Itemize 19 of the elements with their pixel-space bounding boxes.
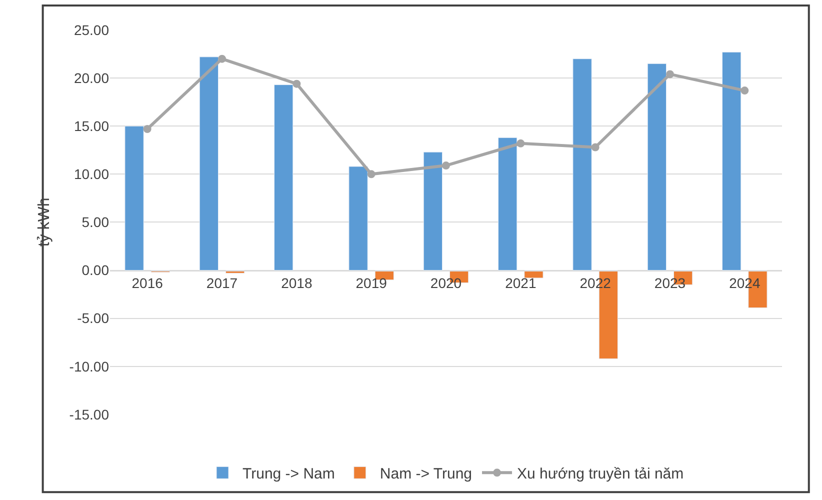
y-tick-label: 25.00	[74, 22, 110, 38]
y-tick-label: 0.00	[82, 262, 110, 278]
legend-label: Nam -> Trung	[380, 466, 472, 482]
x-tick-label: 2023	[654, 275, 686, 292]
legend-label: Trung -> Nam	[242, 466, 335, 482]
y-tick-label: -5.00	[77, 310, 110, 326]
y-tick-label: 10.00	[74, 166, 110, 182]
y-tick-label: 20.00	[74, 70, 110, 86]
y-tick-label: -15.00	[69, 406, 110, 422]
y-tick-label: 15.00	[74, 118, 110, 134]
x-tick-label: 2016	[132, 275, 164, 292]
y-tick-label: -10.00	[69, 358, 110, 374]
y-tick-label: 5.00	[82, 214, 110, 230]
x-tick-label: 2020	[430, 275, 462, 292]
x-tick-label: 2017	[206, 275, 238, 292]
x-tick-label: 2019	[356, 275, 388, 292]
x-tick-label: 2021	[505, 275, 536, 292]
x-tick-label: 2018	[281, 275, 312, 292]
legend-label: Xu hướng truyền tải năm	[517, 466, 684, 482]
